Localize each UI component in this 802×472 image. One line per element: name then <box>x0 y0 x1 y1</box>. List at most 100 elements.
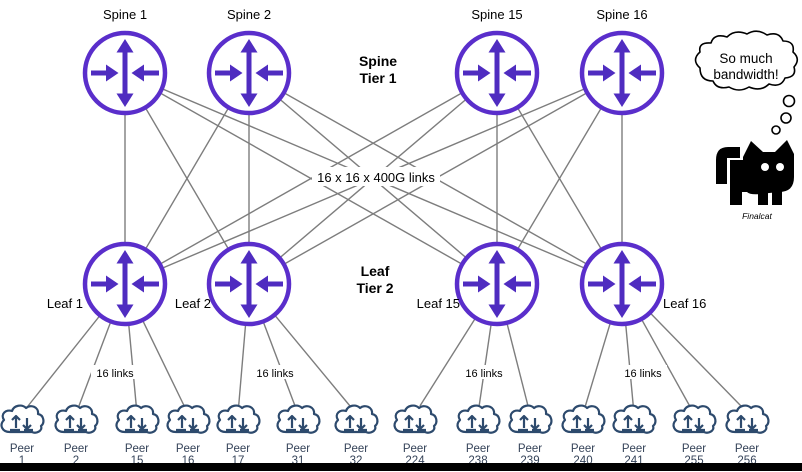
peer-cloud-outline <box>672 404 717 434</box>
peer-label-word: Peer <box>735 443 759 455</box>
peer-cloud-outline <box>612 404 657 434</box>
router-arrow-up <box>240 39 258 53</box>
peer-cloud-outline <box>276 404 321 434</box>
router-arrow-inward-left <box>131 275 144 293</box>
router-arrow-inward-left <box>628 64 641 82</box>
router-arrow-inward-left <box>628 275 641 293</box>
upload-arrow-icon <box>11 414 21 428</box>
peer-label-word: Peer <box>64 443 88 455</box>
leaf-crossed-arrows-router-icon <box>206 241 292 327</box>
leaf-crossed-arrows-router-icon <box>579 241 665 327</box>
cloud-up-down-arrows-icon <box>166 404 211 434</box>
links-layer <box>27 72 742 407</box>
leaf-name-label: Leaf 2 <box>175 296 211 311</box>
upload-arrow-icon <box>227 414 237 428</box>
leaf-links-label: 16 links <box>256 368 294 380</box>
leaf-links-label: 16 links <box>465 368 503 380</box>
peer-label-number: 2 <box>73 455 79 467</box>
router-arrow-down <box>240 93 258 107</box>
router-arrow-inward-right <box>230 275 243 293</box>
peer-label-word: Peer <box>176 443 200 455</box>
peer-cloud-outline <box>393 404 438 434</box>
router-arrow-inward-left <box>255 64 268 82</box>
router-arrow-inward-right <box>478 64 491 82</box>
cat-name-caption: Finalcat <box>742 211 772 221</box>
upload-arrow-icon <box>345 414 355 428</box>
upload-arrow-icon <box>467 414 477 428</box>
cloud-up-down-arrows-icon <box>216 404 261 434</box>
leaf-name-label: Leaf 15 <box>417 296 460 311</box>
peer-label-word: Peer <box>10 443 34 455</box>
cloud-up-down-arrows-icon <box>612 404 657 434</box>
leaf-links-label-halo <box>619 365 667 379</box>
leaf-crossed-arrows-router-icon <box>454 241 540 327</box>
spine-crossed-arrows-router-icon <box>579 30 665 116</box>
router-arrow-down <box>613 93 631 107</box>
leaf-links-label-halo <box>251 365 299 379</box>
link-labels-layer: 16 x 16 x 400G links 16 links 16 links 16 … <box>91 167 667 380</box>
peer-cloud-outline <box>166 404 211 434</box>
peer-label-word: Peer <box>125 443 149 455</box>
peer-label-number: 1 <box>19 455 25 467</box>
router-arrow-inward-right <box>603 64 616 82</box>
cloud-up-down-arrows-icon <box>276 404 321 434</box>
peer-cloud-outline <box>216 404 261 434</box>
thought-dot-small <box>771 125 781 135</box>
upload-arrow-icon <box>572 414 582 428</box>
router-arrow-inward-right <box>603 275 616 293</box>
peer-cloud-outline <box>508 404 553 434</box>
peer-cloud-outline <box>0 404 45 434</box>
thought-bubble-icon: So much bandwidth! <box>694 30 799 135</box>
peer-cloud-outline <box>561 404 606 434</box>
cloud-up-down-arrows-icon <box>54 404 99 434</box>
spine-name-label: Spine 15 <box>471 7 522 22</box>
peer-label-word: Peer <box>682 443 706 455</box>
leaf-tier-title: Leaf Tier 2 <box>356 263 393 296</box>
upload-arrow-icon <box>287 414 297 428</box>
thought-dot-large <box>782 94 796 108</box>
peer-cloud-outline <box>334 404 379 434</box>
routers-layer: Spine 1 Spine 2 Spine 15 Spine 16 Leaf 1 Leaf… <box>47 7 706 327</box>
router-arrow-up <box>613 250 631 264</box>
black-cat-icon: Finalcat <box>716 140 794 221</box>
router-arrow-up <box>240 250 258 264</box>
cloud-up-down-arrows-icon <box>393 404 438 434</box>
peer-cloud-outline <box>725 404 770 434</box>
spine-tier-line2: Tier 1 <box>359 70 396 86</box>
upload-arrow-icon <box>623 414 633 428</box>
cloud-up-down-arrows-icon <box>725 404 770 434</box>
leaf-links-label-halo <box>91 365 139 379</box>
leaf-links-label: 16 links <box>624 368 662 380</box>
cloud-up-down-arrows-icon <box>0 404 45 434</box>
router-arrow-inward-left <box>503 64 516 82</box>
router-arrow-down <box>613 304 631 318</box>
router-arrow-up <box>116 250 134 264</box>
router-arrow-inward-left <box>255 275 268 293</box>
leaf-links-label: 16 links <box>96 368 134 380</box>
leaf-name-label: Leaf 1 <box>47 296 83 311</box>
spine-crossed-arrows-router-icon <box>82 30 168 116</box>
peer-cloud-outline <box>456 404 501 434</box>
thought-text-line1: So much <box>719 51 772 66</box>
leaf-tier-line2: Tier 2 <box>356 280 393 296</box>
cat-eye <box>776 163 784 171</box>
cloud-up-down-arrows-icon <box>334 404 379 434</box>
peer-label-word: Peer <box>344 443 368 455</box>
spine-name-label: Spine 1 <box>103 7 147 22</box>
router-arrow-up <box>488 250 506 264</box>
router-arrow-down <box>116 304 134 318</box>
peer-label-word: Peer <box>518 443 542 455</box>
spine-links-label: 16 x 16 x 400G links <box>317 170 435 185</box>
peer-label-word: Peer <box>466 443 490 455</box>
cloud-up-down-arrows-icon <box>508 404 553 434</box>
upload-arrow-icon <box>519 414 529 428</box>
spine-name-label: Spine 2 <box>227 7 271 22</box>
peer-label-word: Peer <box>571 443 595 455</box>
router-arrow-inward-left <box>503 275 516 293</box>
router-arrow-inward-right <box>106 64 119 82</box>
upload-arrow-icon <box>404 414 414 428</box>
peer-label-word: Peer <box>286 443 310 455</box>
router-arrow-inward-right <box>106 275 119 293</box>
router-arrow-inward-right <box>478 275 491 293</box>
leaf-links-label-halo <box>460 365 508 379</box>
